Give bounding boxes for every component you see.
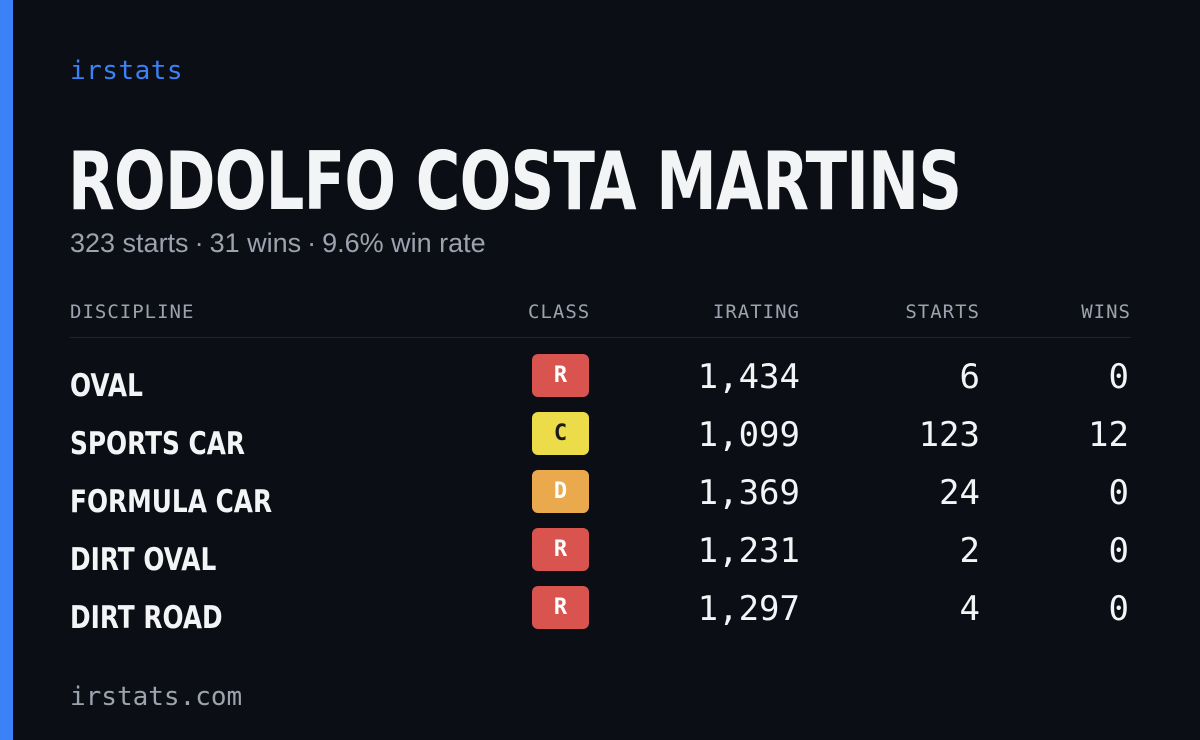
brand-logo: irstats [70,56,184,86]
driver-name: RODOLFO COSTA MARTINS [68,135,962,228]
row-discipline: DIRT OVAL [70,542,217,578]
header-class: CLASS [528,301,591,323]
summary-separator: · [307,228,317,258]
footer-url: irstats.com [70,682,243,712]
row-starts: 2 [959,531,980,571]
row-irating: 1,369 [697,473,800,513]
summary-starts: 323 starts [70,228,189,258]
accent-bar [0,0,13,740]
table-header: DISCIPLINE CLASS IRATING STARTS WINS [70,300,1131,338]
row-starts: 6 [959,357,980,397]
table-row: FORMULA CAR D 1,369 24 0 [70,470,1131,528]
row-irating: 1,099 [697,415,800,455]
summary-win-rate: 9.6% win rate [322,228,486,258]
class-badge: R [532,354,589,397]
row-wins: 0 [1108,531,1129,571]
discipline-table: DISCIPLINE CLASS IRATING STARTS WINS OVA… [70,300,1131,636]
header-irating: IRATING [712,301,800,323]
row-starts: 4 [959,589,980,629]
row-starts: 123 [918,415,980,455]
header-discipline: DISCIPLINE [70,301,195,323]
class-badge: D [532,470,589,513]
class-badge: C [532,412,589,455]
header-starts: STARTS [905,301,980,323]
row-starts: 24 [939,473,980,513]
driver-summary: 323 starts · 31 wins · 9.6% win rate [70,228,486,259]
table-row: DIRT OVAL R 1,231 2 0 [70,528,1131,586]
row-irating: 1,434 [697,357,800,397]
row-wins: 0 [1108,589,1129,629]
summary-separator: · [194,228,204,258]
row-discipline: FORMULA CAR [70,484,273,520]
row-irating: 1,297 [697,589,800,629]
row-wins: 0 [1108,357,1129,397]
row-discipline: OVAL [70,368,143,404]
class-badge: R [532,528,589,571]
table-row: SPORTS CAR C 1,099 123 12 [70,412,1131,470]
table-row: DIRT ROAD R 1,297 4 0 [70,586,1131,644]
class-badge: R [532,586,589,629]
row-wins: 12 [1088,415,1129,455]
row-irating: 1,231 [697,531,800,571]
row-wins: 0 [1108,473,1129,513]
header-wins: WINS [1081,301,1131,323]
summary-wins: 31 wins [209,228,302,258]
table-row: OVAL R 1,434 6 0 [70,354,1131,412]
row-discipline: SPORTS CAR [70,426,246,462]
row-discipline: DIRT ROAD [70,600,223,636]
